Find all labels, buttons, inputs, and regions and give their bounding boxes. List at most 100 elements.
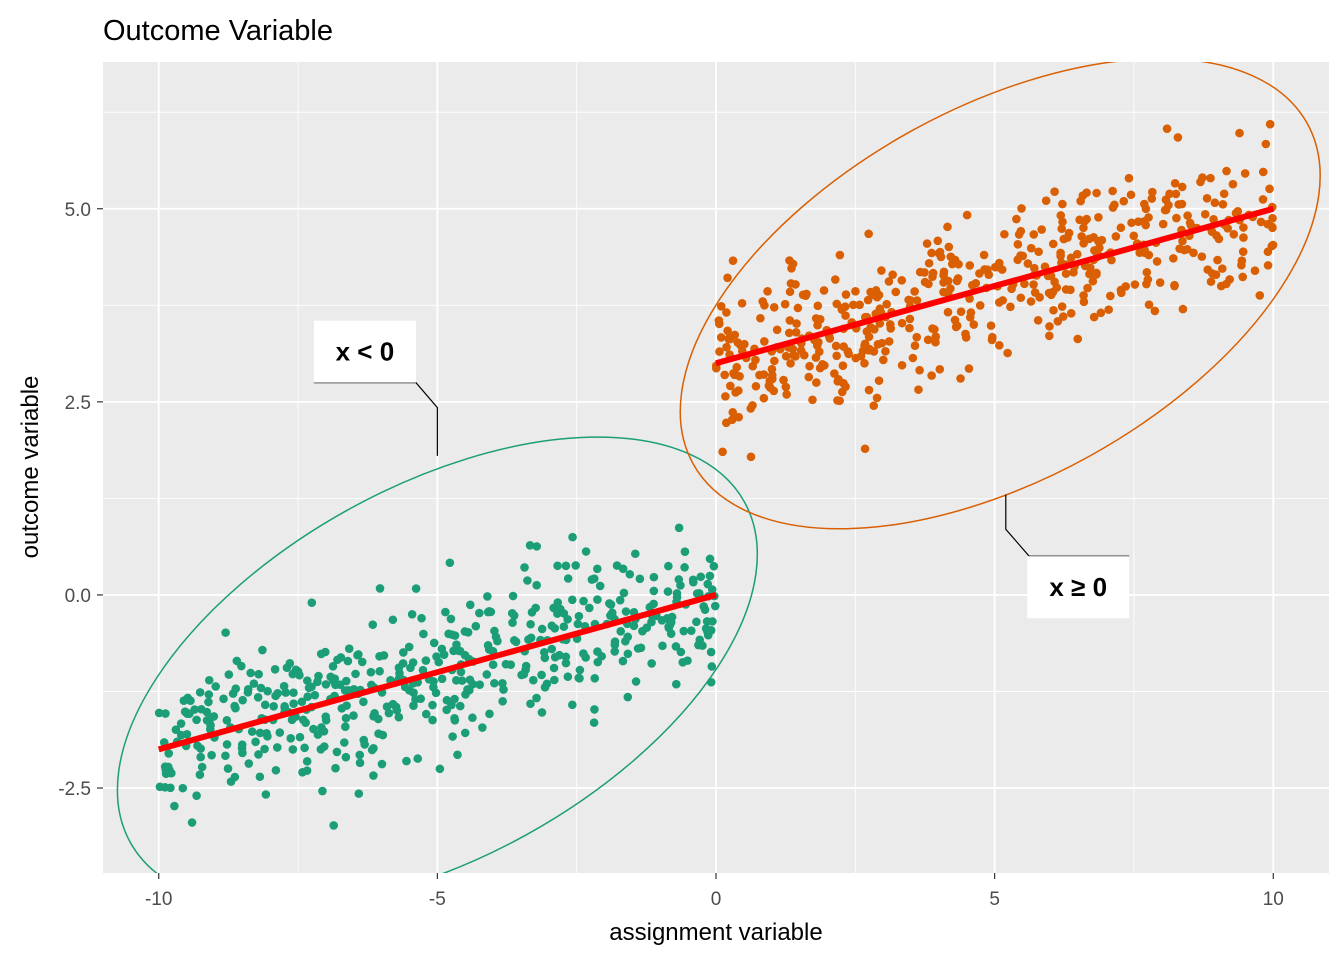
data-point bbox=[367, 745, 377, 755]
data-point bbox=[178, 783, 188, 793]
data-point bbox=[437, 674, 447, 684]
data-point bbox=[1263, 261, 1273, 270]
data-point bbox=[429, 677, 438, 686]
data-point bbox=[368, 620, 378, 630]
data-point bbox=[161, 709, 170, 718]
data-point bbox=[563, 614, 572, 624]
data-point bbox=[871, 286, 881, 295]
data-point bbox=[679, 626, 689, 636]
y-tick-label: -2.5 bbox=[58, 779, 91, 800]
data-point bbox=[966, 308, 976, 317]
data-point bbox=[811, 353, 821, 362]
data-point bbox=[1029, 280, 1038, 289]
data-point bbox=[860, 359, 869, 368]
data-point bbox=[417, 613, 426, 623]
data-point bbox=[182, 729, 192, 739]
data-point bbox=[779, 375, 788, 385]
data-point bbox=[344, 644, 354, 653]
data-point bbox=[549, 663, 559, 673]
data-point bbox=[872, 393, 882, 403]
data-point bbox=[891, 287, 901, 297]
data-point bbox=[831, 341, 841, 351]
data-point bbox=[310, 690, 320, 700]
data-point bbox=[1012, 214, 1021, 224]
data-point bbox=[1124, 173, 1134, 183]
data-point bbox=[421, 709, 431, 719]
data-point bbox=[1141, 204, 1151, 214]
data-point bbox=[792, 319, 801, 328]
data-point bbox=[1097, 235, 1107, 245]
data-point bbox=[798, 290, 808, 300]
data-point bbox=[751, 381, 761, 391]
data-point bbox=[975, 269, 984, 278]
data-point bbox=[1033, 315, 1043, 325]
data-point bbox=[721, 418, 731, 428]
data-point bbox=[931, 337, 940, 347]
data-point bbox=[1238, 272, 1248, 282]
data-point bbox=[475, 680, 485, 689]
data-point bbox=[463, 685, 472, 694]
data-point bbox=[676, 647, 686, 657]
y-tick-label: 2.5 bbox=[65, 393, 91, 414]
data-point bbox=[1106, 291, 1115, 301]
annotation-leader-line bbox=[313, 382, 438, 456]
data-point bbox=[1084, 234, 1094, 244]
data-point bbox=[786, 279, 796, 288]
data-point bbox=[253, 692, 263, 702]
data-point bbox=[715, 347, 724, 356]
data-point bbox=[633, 644, 643, 653]
data-point bbox=[621, 607, 631, 616]
data-point bbox=[1017, 204, 1026, 213]
data-point bbox=[520, 563, 529, 572]
data-point bbox=[869, 347, 879, 356]
data-point bbox=[369, 771, 378, 780]
data-point bbox=[271, 765, 281, 775]
data-point bbox=[370, 708, 379, 718]
data-point bbox=[498, 696, 507, 706]
data-point bbox=[337, 704, 347, 713]
data-point bbox=[244, 759, 254, 768]
data-point bbox=[706, 677, 716, 687]
data-point bbox=[716, 333, 726, 342]
data-point bbox=[825, 334, 835, 343]
data-point bbox=[619, 588, 629, 598]
data-point bbox=[804, 372, 814, 382]
data-point bbox=[561, 561, 571, 571]
data-point bbox=[1048, 239, 1058, 249]
data-point bbox=[910, 341, 920, 350]
data-point bbox=[341, 713, 351, 723]
data-point bbox=[319, 742, 329, 751]
data-point bbox=[1052, 283, 1062, 292]
data-point bbox=[975, 301, 985, 310]
data-point bbox=[197, 762, 207, 772]
data-point bbox=[837, 303, 847, 313]
data-point bbox=[418, 665, 428, 675]
data-point bbox=[711, 363, 721, 373]
data-point bbox=[630, 549, 640, 559]
y-axis: -2.5 0.0 2.5 5.0 bbox=[58, 200, 103, 800]
data-point bbox=[379, 651, 389, 660]
data-point bbox=[243, 684, 253, 694]
data-point bbox=[374, 729, 383, 738]
data-point bbox=[1058, 312, 1068, 321]
data-point bbox=[176, 719, 186, 728]
data-point bbox=[696, 572, 706, 582]
data-point bbox=[935, 364, 945, 374]
data-point bbox=[525, 541, 535, 550]
data-point bbox=[280, 702, 289, 711]
y-tick-label: 0.0 bbox=[65, 586, 91, 607]
data-point bbox=[983, 265, 992, 275]
data-point bbox=[1185, 218, 1195, 228]
data-point bbox=[341, 722, 350, 731]
data-point bbox=[1144, 300, 1154, 309]
data-point bbox=[1177, 199, 1187, 209]
data-point bbox=[683, 656, 692, 665]
data-point bbox=[864, 229, 873, 239]
data-point bbox=[355, 750, 365, 760]
data-point bbox=[1111, 232, 1121, 241]
data-point bbox=[1061, 269, 1071, 278]
data-point bbox=[550, 675, 559, 685]
data-point bbox=[813, 301, 823, 311]
data-point bbox=[716, 302, 726, 311]
